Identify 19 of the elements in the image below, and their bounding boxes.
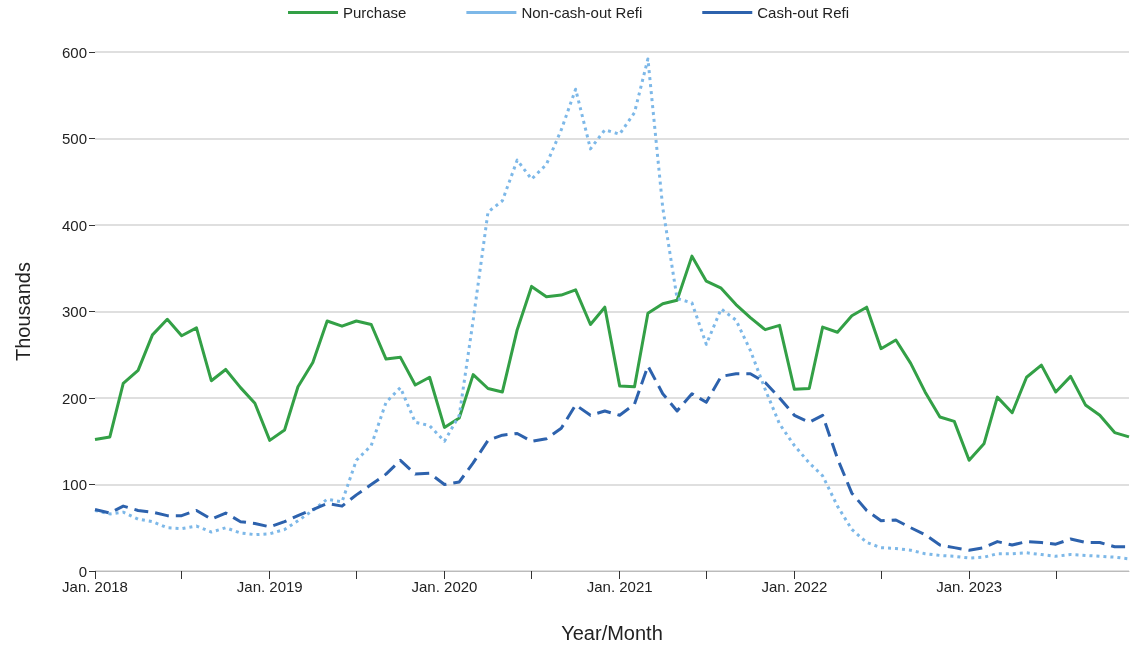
y-tick-label: 0	[78, 562, 87, 580]
y-tick-label: 600	[61, 43, 87, 61]
x-tick-label: Jan. 2023	[936, 578, 1003, 595]
y-tick-label: 100	[61, 476, 87, 493]
line-series	[93, 254, 1131, 462]
legend-label: Non-cash-out Refi	[521, 4, 643, 21]
x-tick-label: Jan. 2020	[411, 578, 478, 595]
x-tick-label: Jan. 2021	[586, 578, 653, 595]
legend-label: Cash-out Refi	[757, 4, 849, 21]
legend-label: Purchase	[343, 4, 407, 21]
y-axis-title: Thousands	[12, 262, 34, 361]
x-tick-label: Jan. 2019	[236, 578, 303, 595]
y-tick-label: 300	[61, 303, 87, 320]
y-tick-label: 500	[61, 130, 87, 147]
x-tick-label: Jan. 2018	[62, 578, 128, 595]
x-tick-label: Jan. 2022	[761, 578, 828, 595]
y-tick-label: 200	[61, 389, 87, 407]
x-axis-title: Year/Month	[561, 622, 663, 644]
y-tick-label: 400	[61, 216, 87, 234]
